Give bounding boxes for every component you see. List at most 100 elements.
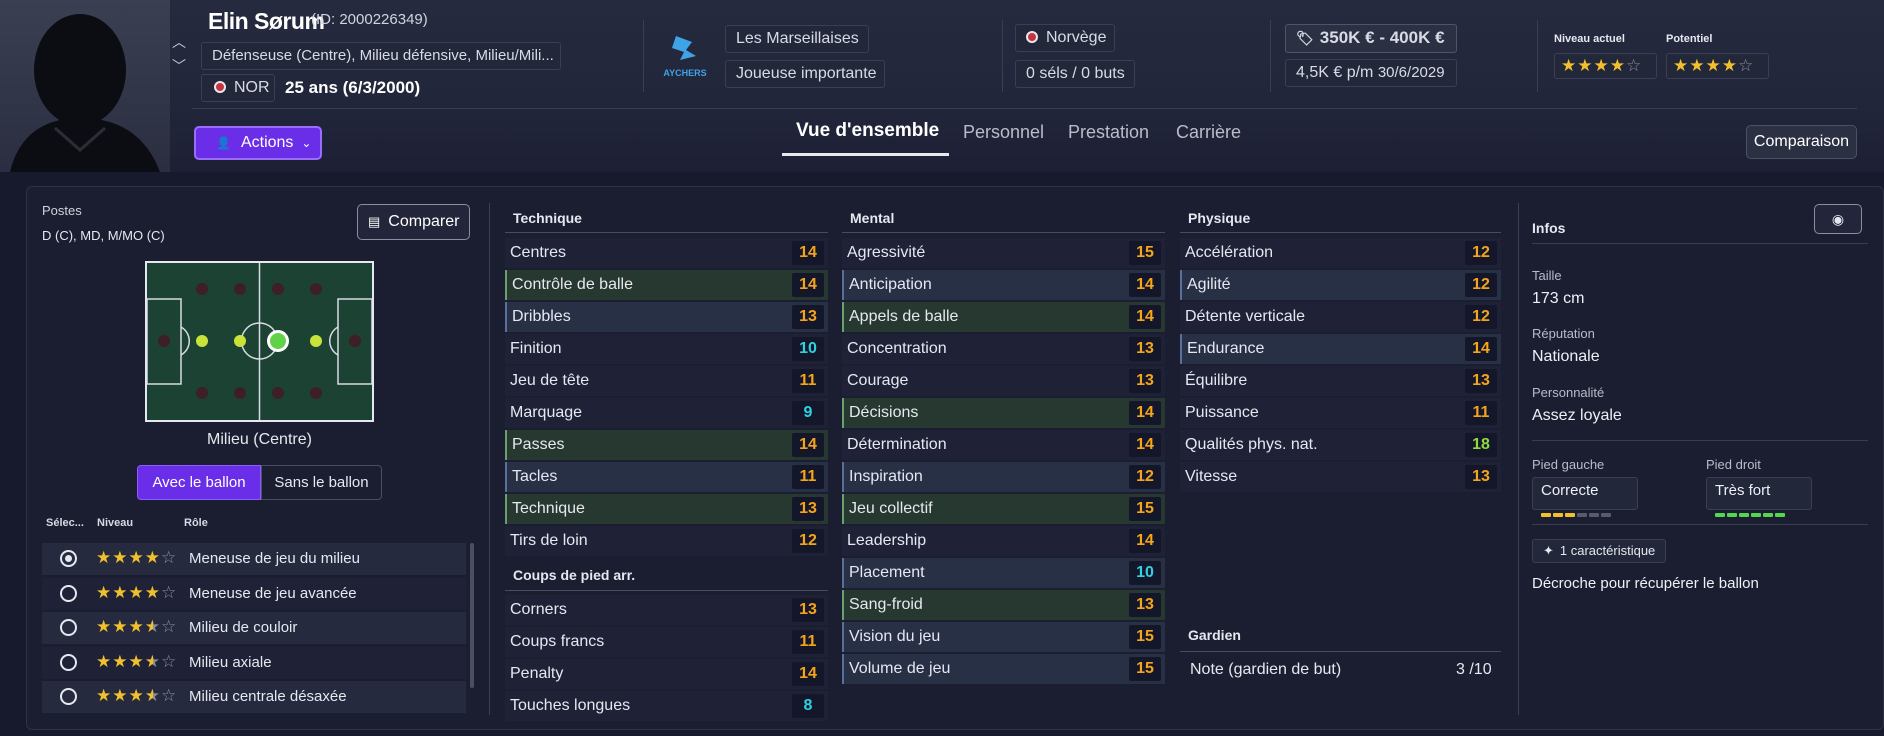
role-level-stars: ★★★★☆ [96, 548, 178, 567]
pitch-position-dot[interactable] [310, 283, 322, 295]
role-select-radio[interactable] [60, 584, 77, 602]
attribute-row[interactable]: Technique 13 [505, 494, 828, 524]
left-foot-label: Pied gauche [1532, 457, 1605, 472]
divider [643, 20, 644, 92]
attribute-row[interactable]: Endurance 14 [1180, 334, 1501, 364]
attribute-row[interactable]: Appels de balle 14 [842, 302, 1165, 332]
tab-career[interactable]: Carrière [1176, 122, 1242, 142]
person-icon: 👤 [216, 136, 231, 150]
without-ball-toggle[interactable]: Sans le ballon [261, 465, 382, 500]
attribute-row[interactable]: Anticipation 14 [842, 270, 1165, 300]
attribute-row[interactable]: Qualités phys. nat. 18 [1180, 430, 1501, 460]
tab-performance[interactable]: Prestation [1068, 122, 1150, 142]
pitch-position-dot[interactable] [349, 335, 361, 347]
pitch-position-dot-natural[interactable] [234, 335, 246, 347]
roles-header-role[interactable]: Rôle [184, 517, 208, 529]
attribute-row[interactable]: Placement 10 [842, 558, 1165, 588]
tab-overview[interactable]: Vue d'ensemble [796, 120, 940, 141]
attribute-row[interactable]: Touches longues 8 [505, 691, 828, 721]
pitch-position-dot[interactable] [310, 387, 322, 399]
comparison-button[interactable]: Comparaison [1746, 125, 1857, 159]
role-row[interactable]: ★★★★☆ Milieu axiale [42, 646, 466, 679]
attribute-value: 15 [1129, 625, 1161, 649]
prev-player-chevron-icon[interactable]: ︿ [172, 34, 186, 50]
attribute-row[interactable]: Agilité 12 [1180, 270, 1501, 300]
compare-positions-button[interactable]: ▤ Comparer [357, 204, 470, 240]
header-separator [192, 108, 1857, 109]
attribute-row[interactable]: Décisions 14 [842, 398, 1165, 428]
attribute-row[interactable]: Accélération 12 [1180, 238, 1501, 268]
pitch-position-dot[interactable] [234, 283, 246, 295]
club-name-link[interactable]: Les Marseillaises [725, 25, 869, 53]
role-row[interactable]: ★★★★☆ Meneuse de jeu avancée [42, 577, 466, 610]
attribute-row[interactable]: Courage 13 [842, 366, 1165, 396]
attribute-row[interactable]: Dribbles 13 [505, 302, 828, 332]
club-crest-icon[interactable]: AYCHERS [656, 30, 714, 80]
attribute-value: 8 [792, 694, 824, 718]
attribute-row[interactable]: Passes 14 [505, 430, 828, 460]
attribute-value: 11 [792, 630, 824, 654]
attribute-row[interactable]: Contrôle de balle 14 [505, 270, 828, 300]
attribute-row[interactable]: Finition 10 [505, 334, 828, 364]
attribute-value: 13 [1129, 369, 1161, 393]
position-pitch[interactable] [145, 261, 374, 422]
attribute-row[interactable]: Concentration 13 [842, 334, 1165, 364]
attribute-row[interactable]: Marquage 9 [505, 398, 828, 428]
pitch-position-dot[interactable] [196, 283, 208, 295]
attribute-row[interactable]: Vision du jeu 15 [842, 622, 1165, 652]
attribute-row[interactable]: Corners 13 [505, 595, 828, 625]
roles-header-select[interactable]: Sélec... [46, 517, 84, 529]
attribute-row[interactable]: Équilibre 13 [1180, 366, 1501, 396]
role-select-radio[interactable] [60, 550, 77, 567]
attribute-row[interactable]: Leadership 14 [842, 526, 1165, 556]
roles-header-level[interactable]: Niveau [97, 517, 134, 529]
attribute-name: Dribbles [512, 308, 571, 325]
selected-position-marker[interactable] [267, 330, 289, 352]
attribute-row[interactable]: Volume de jeu 15 [842, 654, 1165, 684]
tab-personal[interactable]: Personnel [963, 122, 1045, 142]
pitch-position-dot-natural[interactable] [310, 335, 322, 347]
role-select-radio[interactable] [60, 688, 77, 705]
personality-details-icon[interactable]: ◉ [1814, 204, 1862, 234]
national-team-link[interactable]: Norvège [1015, 24, 1115, 52]
attribute-row[interactable]: Détente verticale 12 [1180, 302, 1501, 332]
attribute-row[interactable]: Coups francs 11 [505, 627, 828, 657]
attribute-row[interactable]: Sang-froid 13 [842, 590, 1165, 620]
attribute-row[interactable]: Vitesse 13 [1180, 462, 1501, 492]
goalkeeper-rating-value: 3 /10 [1456, 661, 1492, 678]
pitch-position-dot[interactable] [234, 387, 246, 399]
attribute-value: 15 [1129, 657, 1161, 681]
attribute-name: Jeu de tête [510, 372, 590, 389]
pitch-position-dot[interactable] [196, 387, 208, 399]
attribute-row[interactable]: Tacles 11 [505, 462, 828, 492]
nationality-badge: NOR [201, 74, 275, 102]
pitch-position-dot-natural[interactable] [196, 335, 208, 347]
role-select-radio[interactable] [60, 653, 77, 671]
foot-bar-segment [1601, 513, 1611, 517]
traits-badge[interactable]: ✦ 1 caractéristique [1532, 539, 1667, 563]
attribute-row[interactable]: Jeu collectif 15 [842, 494, 1165, 524]
attribute-row[interactable]: Jeu de tête 11 [505, 366, 828, 396]
attribute-row[interactable]: Puissance 11 [1180, 398, 1501, 428]
attribute-row[interactable]: Tirs de loin 12 [505, 526, 828, 556]
foot-bar-segment [1577, 513, 1587, 517]
attribute-row[interactable]: Inspiration 12 [842, 462, 1165, 492]
role-row[interactable]: ★★★★☆ Milieu centrale désaxée [42, 681, 466, 713]
pitch-position-dot[interactable] [158, 335, 170, 347]
chevron-down-icon: ⌄ [301, 136, 312, 150]
attribute-row[interactable]: Agressivité 15 [842, 238, 1165, 268]
pitch-position-dot[interactable] [272, 283, 284, 295]
attribute-name: Concentration [847, 340, 947, 357]
attribute-row[interactable]: Détermination 14 [842, 430, 1165, 460]
pitch-position-dot[interactable] [272, 387, 284, 399]
with-ball-toggle[interactable]: Avec le ballon [137, 465, 261, 500]
role-row[interactable]: ★★★★☆ Milieu de couloir [42, 612, 466, 644]
actions-button[interactable]: 👤 Actions ⌄ [194, 126, 322, 160]
role-row[interactable]: ★★★★☆ Meneuse de jeu du milieu [42, 543, 466, 575]
attribute-value: 12 [1465, 305, 1497, 329]
attribute-row[interactable]: Centres 14 [505, 238, 828, 268]
next-player-chevron-icon[interactable]: ﹀ [172, 58, 186, 74]
attribute-row[interactable]: Penalty 14 [505, 659, 828, 689]
roles-scrollbar[interactable] [470, 543, 474, 688]
role-select-radio[interactable] [60, 619, 77, 636]
